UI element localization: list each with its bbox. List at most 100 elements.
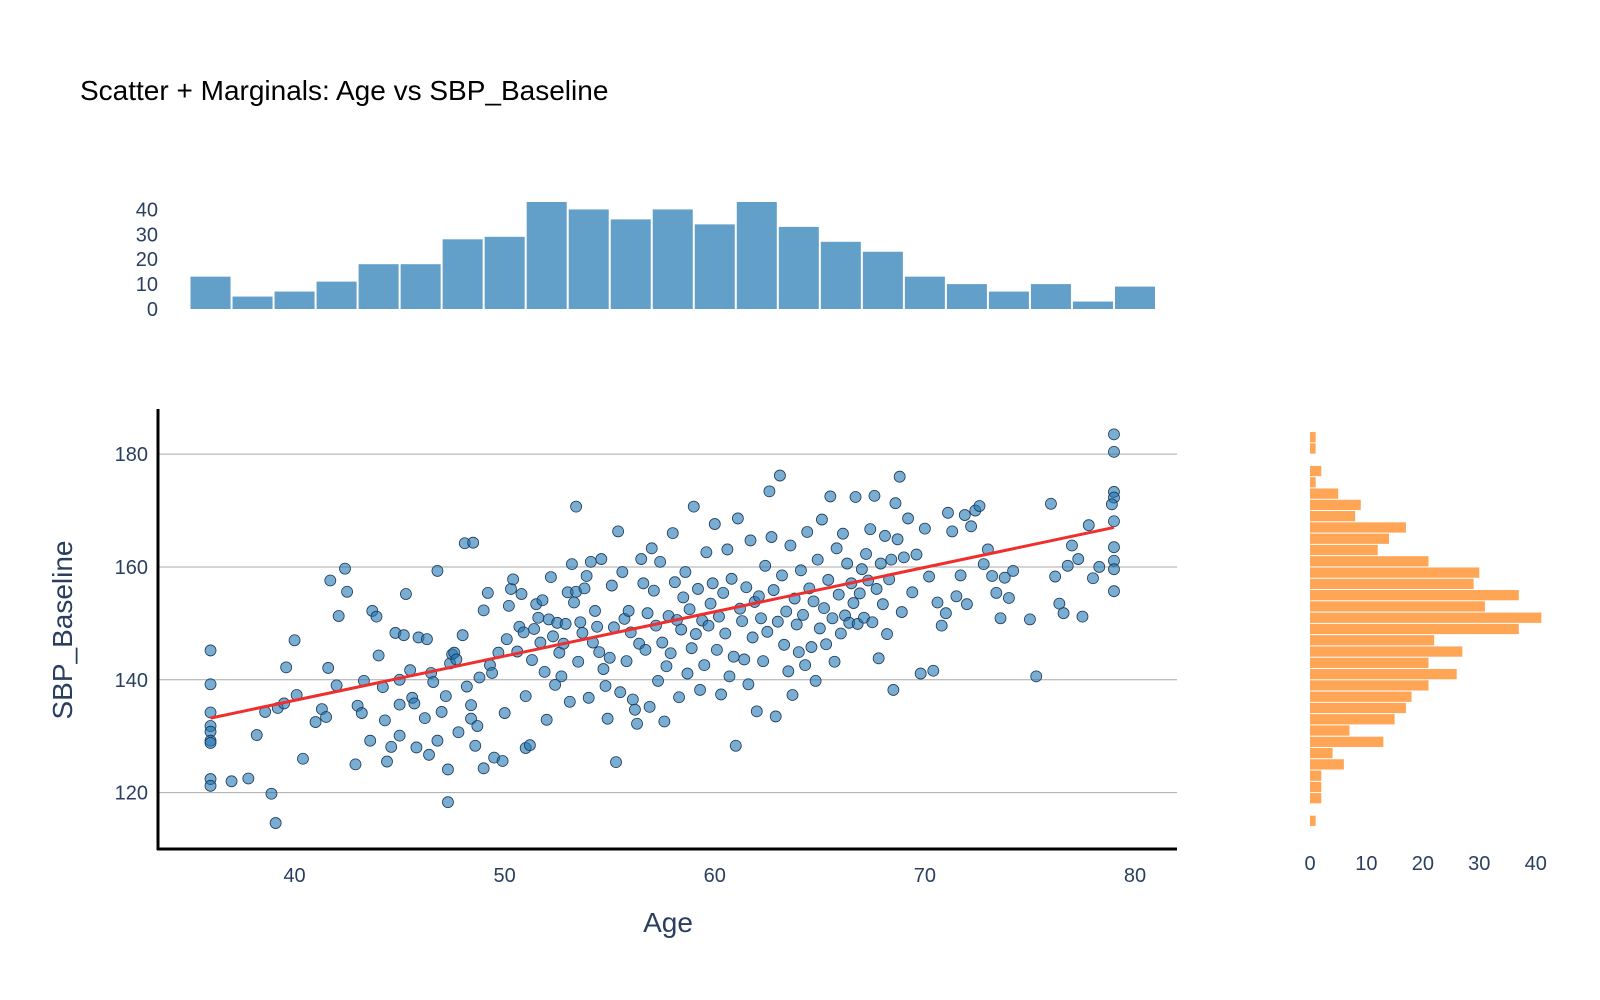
scatter-point — [902, 512, 914, 525]
scatter-point — [626, 693, 639, 706]
scatter-point — [927, 664, 940, 677]
scatter-point — [715, 688, 727, 701]
scatter-point — [879, 530, 891, 542]
scatter-point — [410, 741, 423, 754]
right-histogram-bar — [1310, 736, 1384, 747]
scatter-point — [578, 582, 591, 595]
top-histogram-bar — [316, 281, 357, 309]
top-histogram-bar — [946, 284, 987, 309]
top-histogram-y-tick-label: 30 — [136, 224, 158, 246]
scatter-point — [834, 627, 847, 640]
top-histogram-y-tick-label: 20 — [136, 249, 158, 271]
scatter-point — [832, 588, 845, 601]
scatter-point — [322, 662, 335, 674]
scatter-point — [439, 690, 452, 703]
scatter-point — [954, 569, 967, 582]
scatter-point — [664, 647, 677, 660]
top-histogram-y-tick-label: 0 — [147, 299, 158, 321]
scatter-point — [1030, 670, 1043, 683]
right-histogram-bar — [1310, 691, 1412, 702]
top-histogram-y-tick-label: 40 — [136, 199, 158, 221]
right-histogram-bar — [1310, 714, 1395, 725]
scatter-point — [1061, 559, 1074, 572]
scatter-point — [324, 574, 337, 587]
top-histogram-bar — [568, 209, 609, 309]
scatter-point — [1105, 498, 1118, 511]
scatter-point — [828, 655, 841, 668]
scatter-point — [591, 620, 604, 633]
scatter-point — [1057, 607, 1070, 620]
scatter-point — [450, 653, 463, 666]
scatter-point — [467, 536, 480, 549]
scatter-point — [635, 553, 648, 565]
scatter-point — [582, 691, 595, 704]
scatter-point — [677, 591, 690, 604]
scatter-point — [799, 659, 812, 672]
scatter-point — [809, 674, 822, 687]
main-x-ticks: 40 50 60 70 80 — [283, 865, 1146, 887]
scatter-point — [477, 762, 490, 775]
scatter-point — [605, 579, 618, 592]
scatter-point — [589, 605, 601, 617]
scatter-point — [855, 563, 868, 576]
scatter-point — [1087, 572, 1099, 585]
scatter-point — [931, 596, 944, 609]
right-histogram-bar — [1310, 488, 1339, 499]
scatter-point — [872, 652, 885, 665]
scatter-point — [876, 598, 889, 611]
scatter-point — [1076, 610, 1089, 623]
scatter-point — [738, 653, 751, 666]
right-histogram-bar — [1310, 499, 1361, 511]
scatter-point — [647, 584, 660, 597]
scatter-point — [891, 533, 904, 546]
scatter-point — [729, 739, 742, 752]
scatter-point — [349, 758, 362, 771]
top-histogram-bar — [904, 276, 945, 309]
scatter-point — [570, 500, 583, 513]
scatter-point — [431, 734, 444, 747]
scatter-point — [580, 570, 593, 582]
scatter-point — [763, 485, 776, 498]
scatter-point — [486, 667, 498, 679]
scatter-point — [750, 705, 763, 718]
x-tick-label: 40 — [283, 865, 305, 887]
scatter-point — [658, 715, 671, 728]
scatter-point — [469, 739, 482, 752]
right-histogram-x-tick-label: 10 — [1355, 853, 1377, 875]
scatter-point — [767, 584, 780, 596]
right-histogram-bar — [1310, 533, 1389, 544]
scatter-point — [566, 558, 578, 571]
right-histogram-x-tick-label: 0 — [1304, 853, 1315, 875]
scatter-point — [372, 649, 385, 662]
scatter-point — [792, 646, 805, 659]
scatter-point — [780, 605, 793, 618]
scatter-point — [820, 638, 833, 651]
scatter-point — [942, 506, 954, 519]
top-histogram-bar — [1072, 301, 1113, 309]
scatter-point — [731, 512, 744, 525]
scatter-point — [708, 518, 721, 530]
scatter-point — [692, 583, 704, 595]
scatter-point — [721, 543, 734, 556]
scatter-point — [1108, 541, 1120, 554]
top-histogram-bar — [358, 264, 399, 309]
scatter-point — [807, 595, 820, 608]
right-histogram-bar — [1310, 590, 1519, 601]
scatter-point — [622, 605, 635, 617]
right-histogram-bar — [1310, 432, 1316, 443]
scatter-point — [397, 629, 410, 642]
scatter-point — [643, 700, 656, 713]
right-histogram-bar — [1310, 646, 1463, 657]
scatter-point — [914, 667, 927, 680]
scatter-point — [204, 737, 217, 749]
scatter-point — [540, 713, 553, 726]
scatter-point — [910, 548, 923, 561]
scatter-point — [853, 587, 866, 600]
right-histogram-bar — [1310, 781, 1322, 793]
scatter-point — [923, 570, 935, 583]
top-histogram-bar — [1114, 286, 1155, 309]
scatter-point — [204, 644, 217, 657]
scatter-point — [498, 707, 511, 719]
scatter-point — [778, 638, 791, 651]
